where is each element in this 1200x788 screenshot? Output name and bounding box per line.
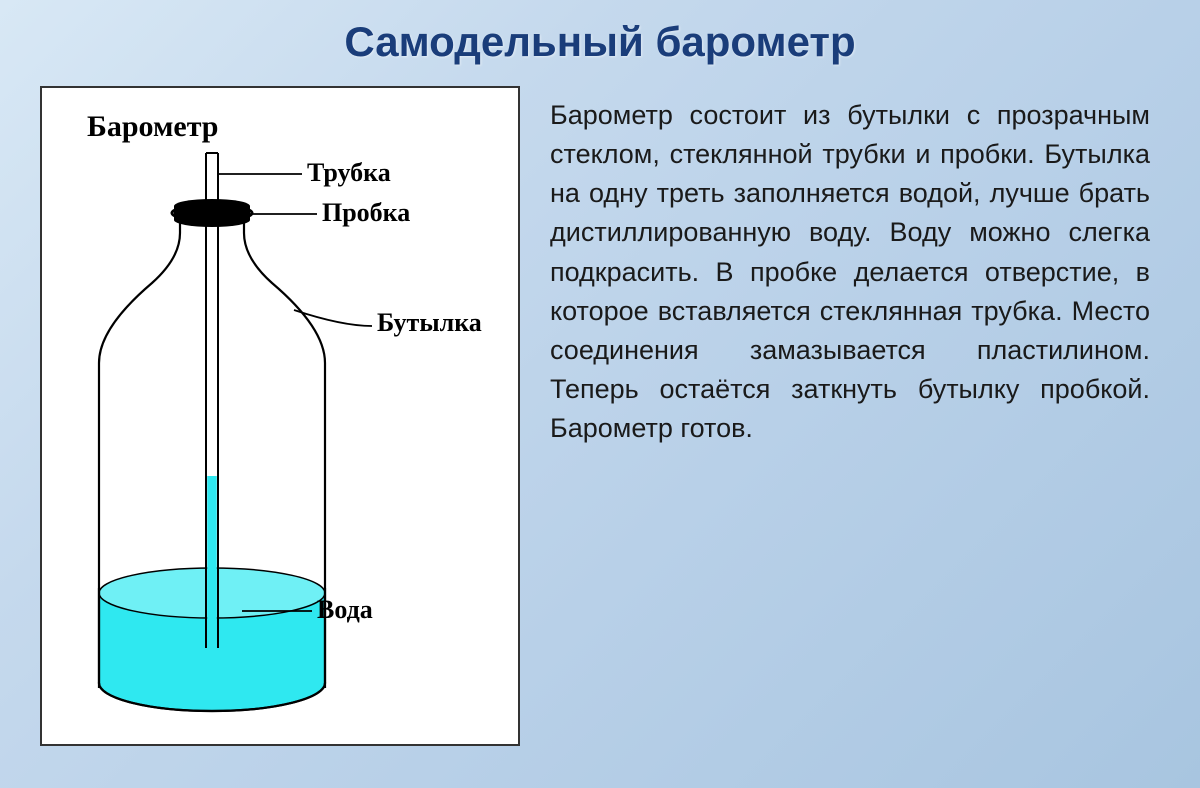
label-water: Вода [317, 595, 373, 625]
content-row: Барометр Трубка Пробка Бутылка Вода [0, 66, 1200, 776]
label-cork: Пробка [322, 198, 410, 228]
diagram-title: Барометр [87, 110, 218, 144]
barometer-diagram [42, 88, 518, 744]
label-tube: Трубка [307, 158, 391, 188]
description-text: Барометр состоит из бутылки с прозрачным… [550, 86, 1170, 746]
page-title: Самодельный барометр [0, 0, 1200, 66]
diagram-panel: Барометр Трубка Пробка Бутылка Вода [40, 86, 520, 746]
label-bottle: Бутылка [377, 308, 482, 338]
